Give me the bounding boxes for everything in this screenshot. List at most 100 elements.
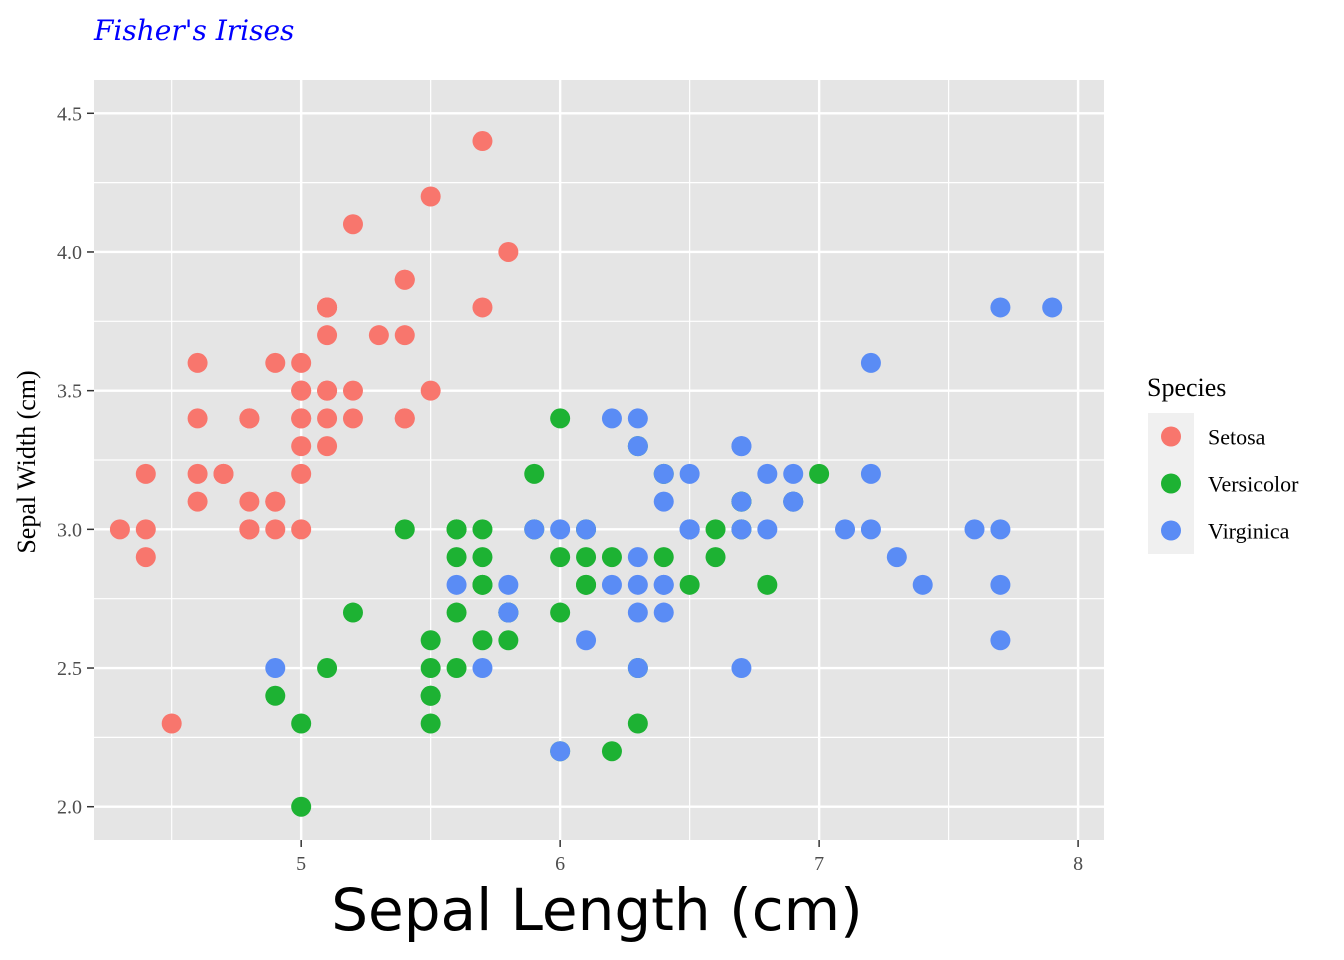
data-point (550, 741, 571, 762)
data-point (265, 519, 286, 540)
data-point (990, 297, 1011, 318)
data-point (239, 519, 260, 540)
data-point (135, 463, 156, 484)
data-point (420, 658, 441, 679)
data-point (213, 463, 234, 484)
y-axis-title: Sepal Width (cm) (12, 370, 41, 553)
x-axis: 5 6 7 8 (296, 840, 1083, 875)
data-point (705, 547, 726, 568)
data-point (627, 602, 648, 623)
data-point (187, 463, 208, 484)
data-point (990, 574, 1011, 595)
data-point (627, 547, 648, 568)
data-point (601, 547, 622, 568)
legend: Species Setosa Versicolor Virginica (1147, 373, 1299, 554)
data-point (109, 519, 130, 540)
data-point (420, 685, 441, 706)
data-point (265, 352, 286, 373)
data-point (809, 463, 830, 484)
data-point (576, 630, 597, 651)
data-point (317, 658, 338, 679)
data-point (679, 519, 700, 540)
data-point (420, 186, 441, 207)
data-point (291, 380, 312, 401)
data-point (342, 602, 363, 623)
data-point (239, 491, 260, 512)
data-point (239, 408, 260, 429)
data-point (860, 352, 881, 373)
data-point (757, 463, 778, 484)
data-point (446, 574, 467, 595)
data-point (394, 325, 415, 346)
y-axis: 2.0 2.5 3.0 3.5 4.0 4.5 (57, 103, 94, 819)
data-point (550, 408, 571, 429)
data-point (550, 602, 571, 623)
data-point (757, 519, 778, 540)
data-point (291, 408, 312, 429)
data-point (420, 630, 441, 651)
data-point (731, 658, 752, 679)
data-point (576, 519, 597, 540)
data-point (368, 325, 389, 346)
data-point (291, 436, 312, 457)
data-point (342, 408, 363, 429)
data-point (835, 519, 856, 540)
x-axis-title: Sepal Length (cm) (331, 876, 863, 944)
data-point (291, 713, 312, 734)
data-point (498, 241, 519, 262)
data-point (653, 602, 674, 623)
data-point (964, 519, 985, 540)
data-point (860, 519, 881, 540)
y-tick-label: 3.0 (57, 519, 82, 541)
data-point (731, 519, 752, 540)
y-tick-label: 4.0 (57, 242, 82, 264)
data-point (472, 630, 493, 651)
data-point (317, 380, 338, 401)
data-point (653, 463, 674, 484)
data-point (317, 408, 338, 429)
x-tick-label: 5 (296, 853, 306, 875)
data-point (161, 713, 182, 734)
data-point (550, 519, 571, 540)
data-point (317, 325, 338, 346)
data-point (576, 574, 597, 595)
data-point (653, 491, 674, 512)
x-tick-label: 7 (814, 853, 824, 875)
legend-label: Setosa (1208, 425, 1266, 450)
data-point (990, 630, 1011, 651)
data-point (135, 519, 156, 540)
data-point (524, 463, 545, 484)
x-tick-label: 6 (555, 853, 565, 875)
legend-swatch (1161, 426, 1181, 447)
data-point (524, 519, 545, 540)
data-point (446, 602, 467, 623)
data-point (731, 436, 752, 457)
data-point (446, 519, 467, 540)
data-point (291, 796, 312, 817)
data-point (420, 380, 441, 401)
data-point (576, 547, 597, 568)
data-point (886, 547, 907, 568)
legend-items: Setosa Versicolor Virginica (1148, 413, 1299, 554)
y-tick-label: 4.5 (57, 103, 82, 125)
data-point (472, 131, 493, 152)
data-point (783, 491, 804, 512)
data-point (601, 741, 622, 762)
data-point (265, 491, 286, 512)
data-point (653, 547, 674, 568)
data-point (265, 658, 286, 679)
data-point (291, 463, 312, 484)
data-point (472, 574, 493, 595)
x-tick-label: 8 (1073, 853, 1083, 875)
data-point (317, 436, 338, 457)
data-point (394, 408, 415, 429)
data-point (472, 297, 493, 318)
data-point (187, 491, 208, 512)
data-point (627, 408, 648, 429)
data-point (187, 352, 208, 373)
data-point (317, 297, 338, 318)
data-points (109, 131, 1063, 817)
data-point (1042, 297, 1063, 318)
legend-label: Virginica (1208, 519, 1290, 544)
